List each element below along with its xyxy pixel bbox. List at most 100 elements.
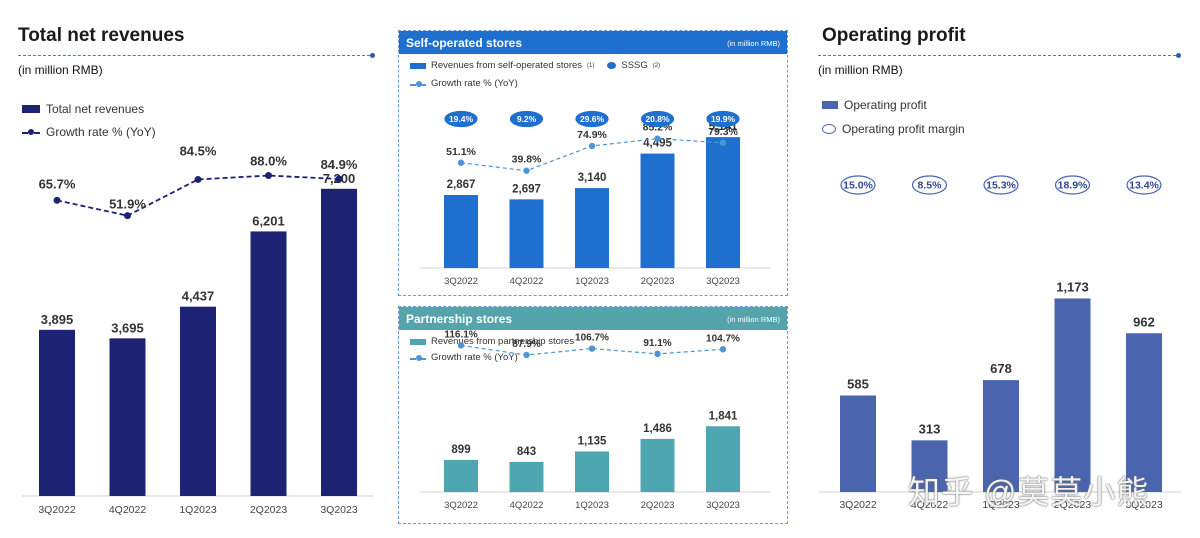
bar-value-label: 3,140 — [578, 172, 607, 184]
growth-rate-label: 88.0% — [250, 154, 287, 169]
badge-label: 8.5% — [918, 180, 943, 192]
x-tick-label: 2Q2023 — [641, 276, 675, 287]
operating-unit: (in million RMB) — [818, 63, 903, 77]
legend-bar-swatch — [22, 105, 40, 113]
growth-line — [56, 174, 340, 217]
badge-label: 13.4% — [1129, 180, 1159, 192]
badge-label: 9.2% — [517, 114, 537, 124]
growth-rate-label: 87.9% — [512, 339, 540, 350]
badge-ellipse — [575, 110, 609, 128]
growth-rate-label: 84.9% — [321, 157, 358, 172]
x-tick-label: 3Q2022 — [444, 500, 478, 511]
bar — [180, 306, 216, 496]
watermark-text: 知乎 @莫莫小熊 — [908, 474, 1150, 510]
partner-legend-bar: Revenues from partnership stores — [410, 336, 574, 347]
x-tick-label: 2Q2023 — [250, 504, 288, 516]
badge-label: 18.9% — [1058, 180, 1088, 192]
bar-value-label: 2,867 — [447, 179, 476, 191]
growth-point — [53, 196, 61, 204]
total-title: Total net revenues — [18, 25, 185, 46]
legend-sssg-swatch — [607, 62, 617, 69]
growth-rate-label: 79.3% — [708, 126, 738, 138]
bar-value-label: 4,437 — [182, 289, 215, 304]
x-tick-label: 2Q2023 — [641, 500, 675, 511]
growth-point — [194, 175, 202, 183]
growth-rate-label: 51.9% — [109, 197, 146, 212]
x-tick-label: 3Q2022 — [839, 499, 877, 511]
badge-label: 19.9% — [711, 114, 736, 124]
badge-label: 29.6% — [580, 114, 605, 124]
bar — [911, 440, 948, 492]
x-tick-label: 3Q2023 — [1125, 499, 1163, 511]
bar-value-label: 4,495 — [643, 138, 672, 150]
partnership-header: Partnership stores (in million RMB) — [399, 307, 787, 330]
bar-value-label: 1,135 — [578, 435, 607, 447]
total-revenues-chart: 3,895 3Q2022 3,695 4Q2022 4,437 1Q2023 6,201 2Q… — [22, 143, 374, 516]
bar-value-label: 1,486 — [643, 423, 672, 435]
badge-ellipse — [444, 110, 478, 128]
badge-ellipse — [1126, 175, 1162, 195]
bar — [983, 380, 1019, 492]
x-tick-label: 3Q2023 — [320, 504, 358, 516]
growth-rate-label: 106.7% — [575, 333, 609, 344]
legend-sssg-label: SSSG — [621, 60, 648, 71]
self-operated-unit: (in million RMB) — [727, 39, 780, 48]
self-operated-box: Self-operated stores (in million RMB) — [398, 30, 788, 296]
legend-margin-label: Operating profit margin — [842, 122, 965, 136]
growth-rate-label: 91.1% — [643, 338, 671, 349]
growth-rate-label: 116.1% — [444, 329, 477, 340]
x-tick-label: 2Q2023 — [1054, 499, 1092, 511]
growth-point — [719, 346, 727, 353]
operating-legend-margin: Operating profit margin — [822, 122, 965, 136]
total-legend-bar: Total net revenues — [22, 102, 144, 116]
x-tick-label: 4Q2022 — [911, 499, 949, 511]
growth-point — [457, 159, 465, 166]
bar — [640, 153, 675, 268]
operating-title: Operating profit — [822, 25, 966, 46]
badge-ellipse — [640, 110, 675, 128]
legend-line-swatch — [22, 128, 40, 136]
x-tick-label: 1Q2023 — [575, 500, 609, 511]
legend-line-label: Growth rate % (YoY) — [46, 125, 156, 139]
badge-ellipse — [509, 110, 544, 128]
bar — [109, 338, 146, 496]
bar — [840, 395, 876, 492]
badge-ellipse — [1054, 175, 1091, 195]
self-operated-chart: 2,867 3Q2022 2,697 4Q2022 3,140 1Q2023 4,495 2Q… — [420, 110, 770, 287]
total-header-divider-end — [370, 53, 375, 58]
badge-ellipse — [706, 110, 740, 128]
bar-value-label: 678 — [990, 361, 1012, 376]
bar — [509, 461, 544, 492]
bar — [1126, 333, 1162, 492]
bar-value-label: 3,895 — [41, 312, 74, 327]
bar-value-label: 1,841 — [709, 410, 738, 422]
growth-point — [335, 175, 343, 183]
badge-label: 20.8% — [645, 114, 670, 124]
bar-value-label: 313 — [919, 421, 941, 436]
bar — [444, 459, 478, 492]
legend-sssg-footnote: (2) — [652, 62, 661, 69]
bar — [575, 188, 609, 268]
bar — [706, 426, 740, 492]
x-tick-label: 3Q2023 — [706, 276, 740, 287]
growth-point — [124, 212, 131, 220]
bar-value-label: 899 — [451, 444, 470, 456]
partner-legend-line: Growth rate % (YoY) — [410, 352, 518, 363]
partnership-title: Partnership stores — [406, 312, 513, 326]
growth-point — [654, 350, 661, 358]
growth-point — [265, 172, 272, 180]
bar-value-label: 585 — [847, 376, 869, 391]
bar-value-label: 3,695 — [111, 320, 144, 335]
x-tick-label: 4Q2022 — [510, 500, 544, 511]
x-tick-label: 1Q2023 — [179, 504, 217, 516]
legend-margin-swatch — [822, 124, 836, 134]
legend-bar-label: Revenues from self-operated stores — [431, 60, 583, 71]
x-tick-label: 3Q2022 — [38, 504, 76, 516]
legend-bar-swatch — [822, 101, 838, 109]
growth-rate-label: 39.8% — [512, 154, 542, 166]
bar — [575, 451, 609, 492]
legend-line-label: Growth rate % (YoY) — [431, 352, 518, 363]
bar — [444, 195, 478, 268]
growth-point — [588, 142, 596, 150]
legend-bar-footnote: (1) — [587, 62, 595, 69]
